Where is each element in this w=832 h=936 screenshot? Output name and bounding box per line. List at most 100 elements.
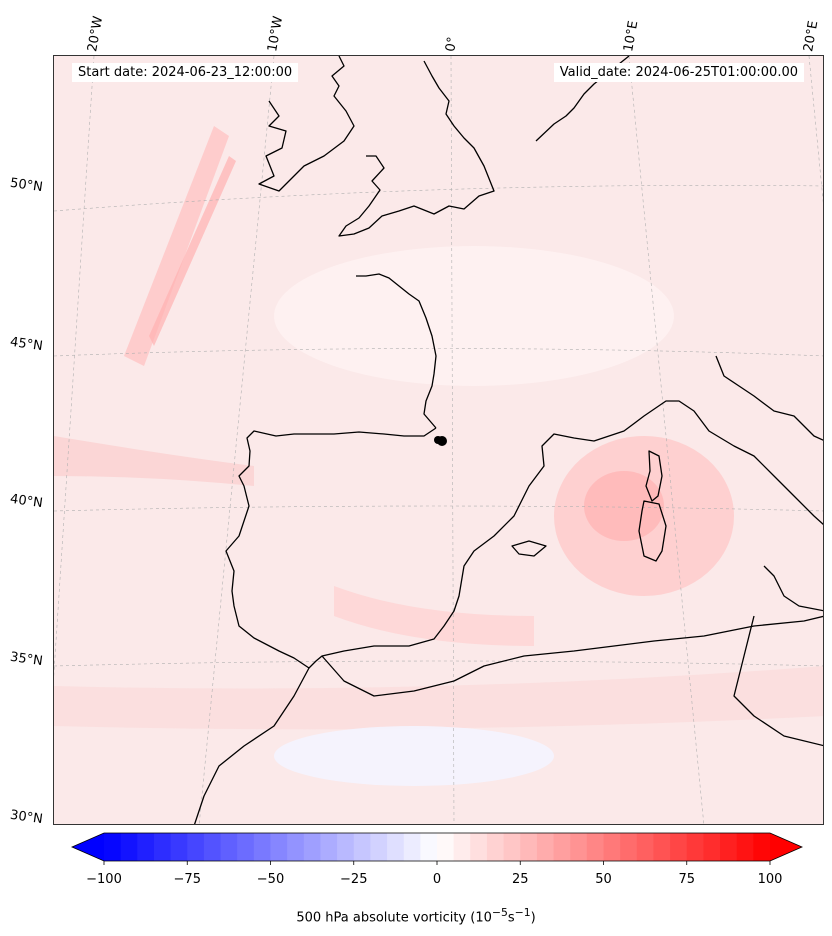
vorticity-minimum-sahara [274,726,554,786]
colorbar-segment [353,833,371,861]
colorbar-tick-label: 75 [678,872,696,887]
coast-north-africa [321,615,823,697]
coast-morocco-atlantic [193,667,310,824]
colorbar-segment [520,833,538,861]
colorbar-title-unit: s [507,910,515,926]
coast-france-west [356,273,437,429]
colorbar-tick-label: 100 [757,872,783,887]
colorbar-outline [71,832,803,862]
vorticity-band-atlantic [124,126,229,366]
coast-scotland-west [258,56,355,192]
colorbar-segment [270,833,288,861]
colorbar-segment [287,833,305,861]
colorbar-segment [553,833,571,861]
colorbar-segment [586,833,605,861]
lon-label-10e: 10°E [621,19,642,54]
colorbar-title-exponent-2: −1 [514,906,531,919]
colorbar-segment [536,833,555,861]
colorbar-title-prefix: 500 hPa absolute vorticity (10 [296,910,492,926]
colorbar-tick-label: 25 [511,872,529,887]
colorbar-segment [753,833,771,861]
vorticity-core-corsica [584,471,664,541]
colorbar-tick-label: −100 [86,872,122,887]
colorbar-segment [220,833,238,861]
colorbar-extend-max [770,833,802,861]
colorbar-title-exponent-1: −5 [491,906,508,919]
vorticity-band-south [54,666,823,730]
colorbar-segment [653,833,671,861]
colorbar-segment [503,833,521,861]
lon-label-20w: 20°W [85,15,107,54]
colorbar-segment [370,833,388,861]
coast-sicily-region [763,565,823,612]
colorbar-segment [703,833,721,861]
colorbar-tick-label: −75 [173,872,201,887]
colorbar-segment [736,833,754,861]
lon-label-20e: 20°E [801,19,822,54]
colorbar-segment [570,833,588,861]
colorbar-tick-label: −50 [256,872,285,887]
colorbar-segment [237,833,255,861]
colorbar-segment [253,833,272,861]
location-marker-2 [434,436,442,444]
gridline-lat-40 [54,505,823,512]
lat-label-45n: 45°N [9,334,44,355]
colorbar-segment [337,833,355,861]
colorbar-segment [720,833,738,861]
colorbar [71,832,803,865]
coast-corsica [645,450,663,502]
vorticity-band-west [54,436,254,486]
coast-adriatic [715,355,823,441]
valid-date-label: Valid_date: 2024-06-25T01:00:00.00 [553,63,804,82]
graticule [54,56,823,824]
coast-iberia-mediterranean [225,400,823,669]
colorbar-segment [403,833,421,861]
colorbar-tick-label: 50 [595,872,612,887]
colorbar-segment [420,833,438,861]
lat-label-35n: 35°N [9,649,44,670]
colorbar-segment [636,833,655,861]
colorbar-segment [437,833,455,861]
colorbar-tick-label: −25 [340,872,368,887]
lat-label-30n: 30°N [9,807,44,828]
gridline-lat-45 [54,348,823,357]
map-panel [53,55,824,825]
gridline-lat-50 [54,184,823,212]
vorticity-weak-biscay [274,246,674,386]
colorbar-segment [187,833,205,861]
gridline-lon-20e [808,56,823,203]
gridline-lon-10e [628,56,705,824]
coastlines [193,56,823,824]
vorticity-map [54,56,823,824]
colorbar-segment [104,833,122,861]
colorbar-segment [670,833,688,861]
gridline-lon-20w [54,56,95,677]
colorbar-segment [170,833,188,861]
colorbar-segment [686,833,704,861]
vorticity-band-alboran [334,586,534,646]
colorbar-segments [72,833,802,861]
colorbar-title: 500 hPa absolute vorticity (10−5s−1) [0,906,832,925]
colorbar-segment [453,833,471,861]
colorbar-extend-min [72,833,104,861]
coast-tunisia [733,615,823,747]
colorbar-segment [153,833,172,861]
colorbar-segment [486,833,505,861]
colorbar-segment [320,833,338,861]
colorbar-segment [303,833,322,861]
colorbar-title-suffix: ) [530,910,536,926]
lon-label-10w: 10°W [265,15,287,54]
colorbar-segment [120,833,138,861]
colorbar-segment [137,833,155,861]
gridline-lat-35 [54,660,823,667]
colorbar-segment [620,833,638,861]
vorticity-band-atlantic-core [149,156,236,346]
coast-great-britain [338,60,495,237]
lat-label-50n: 50°N [9,175,44,196]
colorbar-segment [603,833,621,861]
coast-mallorca [511,540,547,557]
gridline-lon-0 [450,56,455,824]
lat-label-40n: 40°N [9,491,44,512]
start-date-label: Start date: 2024-06-23_12:00:00 [72,63,299,82]
colorbar-tick-label: 0 [432,872,442,887]
